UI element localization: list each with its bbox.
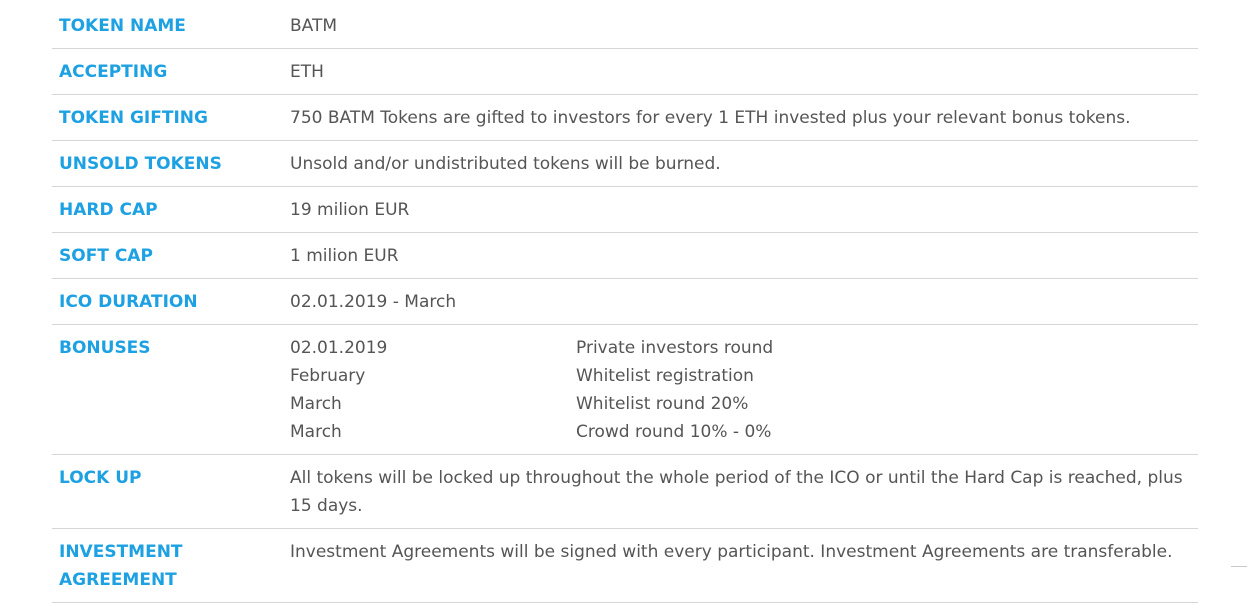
soft-cap-value: 1 milion EUR: [290, 232, 1198, 279]
bonus-date: February: [290, 366, 366, 386]
row-bonuses: BONUSES 02.01.2019 Private investors rou…: [52, 324, 1198, 455]
bonus-description: Whitelist round 20%: [576, 394, 749, 414]
lock-up-label: LOCK UP: [52, 454, 290, 529]
unsold-tokens-label: UNSOLD TOKENS: [52, 140, 290, 187]
bonuses-value: 02.01.2019 Private investors round Febru…: [290, 324, 1198, 455]
hard-cap-label: HARD CAP: [52, 186, 290, 233]
token-name-value: BATM: [290, 9, 1198, 49]
row-token-name: TOKEN NAME BATM: [52, 9, 1198, 49]
bonus-description: Crowd round 10% - 0%: [576, 422, 772, 442]
bonus-date: 02.01.2019: [290, 338, 388, 358]
lock-up-value: All tokens will be locked up throughout …: [290, 454, 1198, 529]
bonus-date: March: [290, 422, 342, 442]
accepting-label: ACCEPTING: [52, 48, 290, 95]
row-soft-cap: SOFT CAP 1 milion EUR: [52, 232, 1198, 279]
soft-cap-label: SOFT CAP: [52, 232, 290, 279]
bonus-item: 02.01.2019 Private investors round: [290, 334, 1192, 362]
bonus-schedule: 02.01.2019 Private investors round Febru…: [290, 334, 1192, 446]
accepting-value: ETH: [290, 48, 1198, 95]
bonus-description: Whitelist registration: [576, 366, 754, 386]
token-info-table: TOKEN NAME BATM ACCEPTING ETH TOKEN GIFT…: [52, 9, 1198, 603]
hard-cap-value: 19 milion EUR: [290, 186, 1198, 233]
unsold-tokens-value: Unsold and/or undistributed tokens will …: [290, 140, 1198, 187]
token-gifting-label: TOKEN GIFTING: [52, 94, 290, 141]
row-accepting: ACCEPTING ETH: [52, 48, 1198, 95]
bonus-item: March Crowd round 10% - 0%: [290, 418, 1192, 446]
row-investment-agreement: INVESTMENT AGREEMENT Investment Agreemen…: [52, 528, 1198, 603]
ico-duration-label: ICO DURATION: [52, 278, 290, 325]
investment-agreement-label: INVESTMENT AGREEMENT: [52, 528, 290, 603]
row-lock-up: LOCK UP All tokens will be locked up thr…: [52, 454, 1198, 529]
corner-divider: [1231, 566, 1247, 567]
token-name-label: TOKEN NAME: [52, 9, 290, 49]
bonus-item: February Whitelist registration: [290, 362, 1192, 390]
bonus-date: March: [290, 394, 342, 414]
row-ico-duration: ICO DURATION 02.01.2019 - March: [52, 278, 1198, 325]
token-gifting-value: 750 BATM Tokens are gifted to investors …: [290, 94, 1198, 141]
row-hard-cap: HARD CAP 19 milion EUR: [52, 186, 1198, 233]
investment-agreement-value: Investment Agreements will be signed wit…: [290, 528, 1198, 603]
bonus-description: Private investors round: [576, 338, 774, 358]
bonuses-label: BONUSES: [52, 324, 290, 455]
ico-duration-value: 02.01.2019 - March: [290, 278, 1198, 325]
row-token-gifting: TOKEN GIFTING 750 BATM Tokens are gifted…: [52, 94, 1198, 141]
bonus-item: March Whitelist round 20%: [290, 390, 1192, 418]
row-unsold-tokens: UNSOLD TOKENS Unsold and/or undistribute…: [52, 140, 1198, 187]
